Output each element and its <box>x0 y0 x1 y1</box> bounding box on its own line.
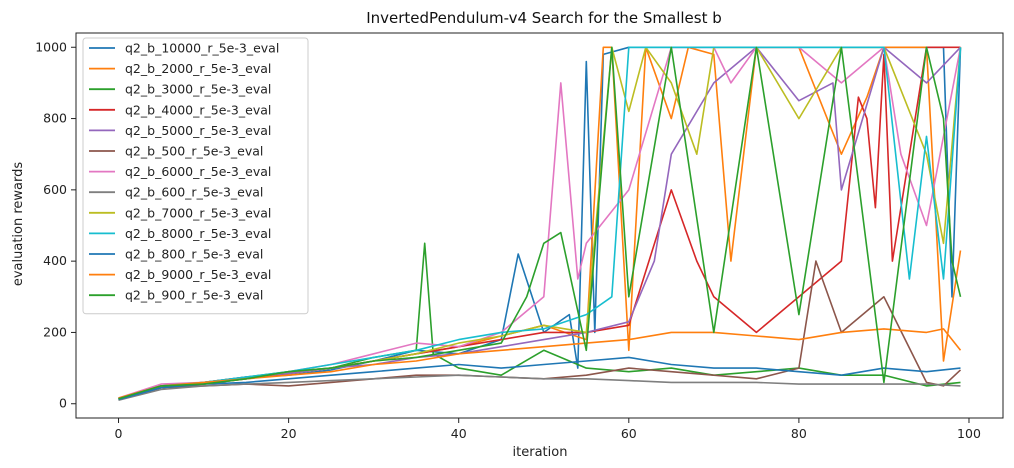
y-axis-label: evaluation rewards <box>11 162 26 287</box>
x-axis: 0 20 40 60 80 100 <box>115 418 981 441</box>
y-tick-label: 200 <box>43 324 67 339</box>
x-tick-label: 40 <box>451 426 467 441</box>
legend-label: q2_b_10000_r_5e-3_eval <box>125 41 279 56</box>
series-line-12 <box>118 328 962 399</box>
y-axis: 0 200 400 600 800 1000 <box>35 39 76 411</box>
legend-label: q2_b_6000_r_5e-3_eval <box>125 164 271 179</box>
x-tick-label: 80 <box>791 426 807 441</box>
series-line-6 <box>118 260 962 401</box>
x-axis-label: iteration <box>513 445 568 460</box>
legend-label: q2_b_5000_r_5e-3_eval <box>125 123 271 138</box>
x-tick-label: 20 <box>281 426 297 441</box>
series-line-11 <box>118 356 961 401</box>
x-tick-label: 100 <box>957 426 981 441</box>
series-line-13 <box>118 46 962 400</box>
legend-label: q2_b_4000_r_5e-3_eval <box>125 102 271 117</box>
legend-label: q2_b_7000_r_5e-3_eval <box>125 205 271 220</box>
legend-label: q2_b_8000_r_5e-3_eval <box>125 226 271 241</box>
y-tick-label: 0 <box>59 396 67 411</box>
legend-label: q2_b_3000_r_5e-3_eval <box>125 82 271 97</box>
series-line-8 <box>118 374 961 401</box>
legend-label: q2_b_600_r_5e-3_eval <box>125 185 263 200</box>
legend-label: q2_b_900_r_5e-3_eval <box>125 288 263 303</box>
legend-box <box>82 37 309 315</box>
x-tick-label: 60 <box>621 426 637 441</box>
y-tick-label: 800 <box>43 111 67 126</box>
plot-frame <box>75 32 1004 419</box>
chart-title: InvertedPendulum-v4 Search for the Small… <box>366 9 722 27</box>
legend-label: q2_b_500_r_5e-3_eval <box>125 144 263 159</box>
legend-label: q2_b_800_r_5e-3_eval <box>125 247 263 262</box>
y-tick-label: 1000 <box>35 39 67 54</box>
legend: q2_b_10000_r_5e-3_eval q2_b_2000_r_5e-3_e… <box>82 37 309 315</box>
y-tick-label: 600 <box>43 182 67 197</box>
x-tick-label: 0 <box>115 426 123 441</box>
series-layer <box>118 46 962 401</box>
y-tick-label: 400 <box>43 253 67 268</box>
legend-label: q2_b_2000_r_5e-3_eval <box>125 61 271 76</box>
legend-label: q2_b_9000_r_5e-3_eval <box>125 267 271 282</box>
